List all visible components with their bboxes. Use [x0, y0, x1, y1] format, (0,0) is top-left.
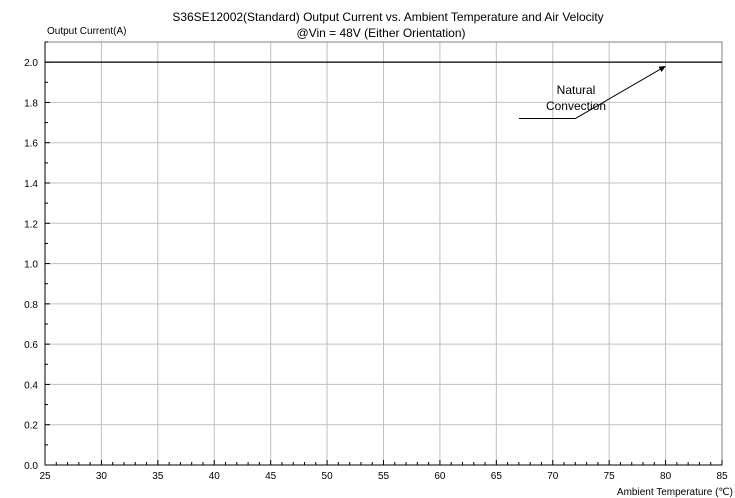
x-tick-label: 30	[96, 471, 108, 482]
annotation-arrow	[575, 65, 666, 119]
annotation-arrowhead	[658, 66, 666, 72]
x-tick-label: 80	[660, 471, 672, 482]
y-tick-label: 2.0	[24, 58, 38, 69]
x-tick-label: 60	[434, 471, 446, 482]
tick-labels: 25 30 35 40 45 50 55 60 65 70 75 80 85 0.0 0.2 0.4 0.6 0.…	[24, 58, 728, 482]
chart-title-line2: @Vin = 48V (Either Orientation)	[296, 26, 465, 40]
y-tick-label: 1.6	[24, 139, 38, 150]
x-tick-label: 70	[547, 471, 559, 482]
annotation-label: Natural	[557, 83, 596, 97]
x-tick-label: 25	[39, 471, 51, 482]
x-tick-label: 50	[322, 471, 334, 482]
y-tick-label: 1.4	[24, 179, 38, 190]
y-tick-label: 0.0	[24, 461, 38, 472]
y-tick-label: 0.4	[24, 380, 38, 391]
x-tick-label: 55	[378, 471, 390, 482]
y-axis-title: Output Current(A)	[47, 26, 126, 37]
y-tick-label: 0.2	[24, 421, 38, 432]
x-tick-label: 75	[604, 471, 616, 482]
annotation-layer: Natural Convection	[518, 65, 666, 120]
y-tick-label: 1.2	[24, 219, 38, 230]
y-tick-label: 1.8	[24, 98, 38, 109]
annotation-label: Convection	[546, 99, 606, 113]
x-tick-label: 65	[491, 471, 503, 482]
axes	[44, 41, 723, 466]
y-tick-label: 0.8	[24, 300, 38, 311]
x-tick-label: 35	[152, 471, 164, 482]
x-tick-label: 45	[265, 471, 277, 482]
grid	[45, 42, 722, 465]
x-axis-title: Ambient Temperature (℃)	[617, 487, 733, 498]
y-tick-label: 1.0	[24, 260, 38, 271]
chart-title-line1: S36SE12002(Standard) Output Current vs. …	[172, 10, 603, 24]
x-tick-label: 85	[716, 471, 728, 482]
y-tick-label: 0.6	[24, 340, 38, 351]
x-tick-label: 40	[209, 471, 221, 482]
